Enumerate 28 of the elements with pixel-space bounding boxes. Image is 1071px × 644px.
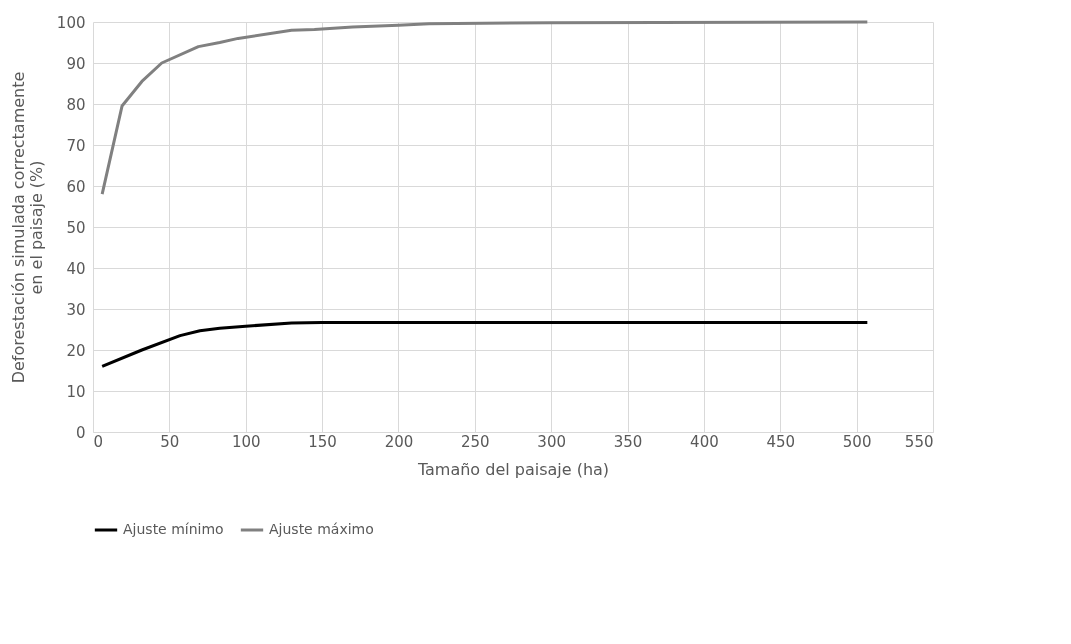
x-tick-label: 200	[384, 432, 414, 451]
y-tick-label: 80	[66, 95, 86, 114]
x-tick-label: 100	[231, 432, 261, 451]
y-tick-label: 100	[56, 13, 86, 32]
x-tick-label: 50	[160, 432, 180, 451]
x-tick-label: 0	[93, 432, 104, 451]
legend-label: Ajuste máximo	[269, 521, 374, 537]
x-tick-label: 300	[537, 432, 566, 451]
legend-label: Ajuste mínimo	[123, 521, 224, 537]
y-tick-label: 70	[66, 136, 86, 155]
y-tick-label: 90	[66, 54, 86, 73]
line-series	[100, 20, 869, 196]
y-tick-label: 50	[66, 218, 86, 237]
x-tick-label: 150	[308, 432, 337, 451]
y-tick-label: 10	[66, 382, 86, 401]
line-series	[100, 321, 869, 368]
y-tick-label: 20	[66, 341, 86, 360]
y-tick-label: 40	[66, 259, 86, 278]
x-tick-label: 350	[613, 432, 643, 451]
y-tick-label: 60	[66, 177, 86, 196]
x-tick-label: 450	[766, 432, 796, 451]
y-tick-label: 30	[66, 300, 86, 319]
x-tick-label: 550	[904, 432, 934, 451]
x-axis-title: Tamaño del paisaje (ha)	[416, 459, 610, 479]
x-tick-label: 500	[842, 432, 872, 451]
x-tick-label: 400	[690, 432, 719, 451]
x-tick-label: 250	[461, 432, 490, 451]
y-axis-title: Deforestación simulada correctamente en el paisaje (%)	[8, 71, 46, 384]
